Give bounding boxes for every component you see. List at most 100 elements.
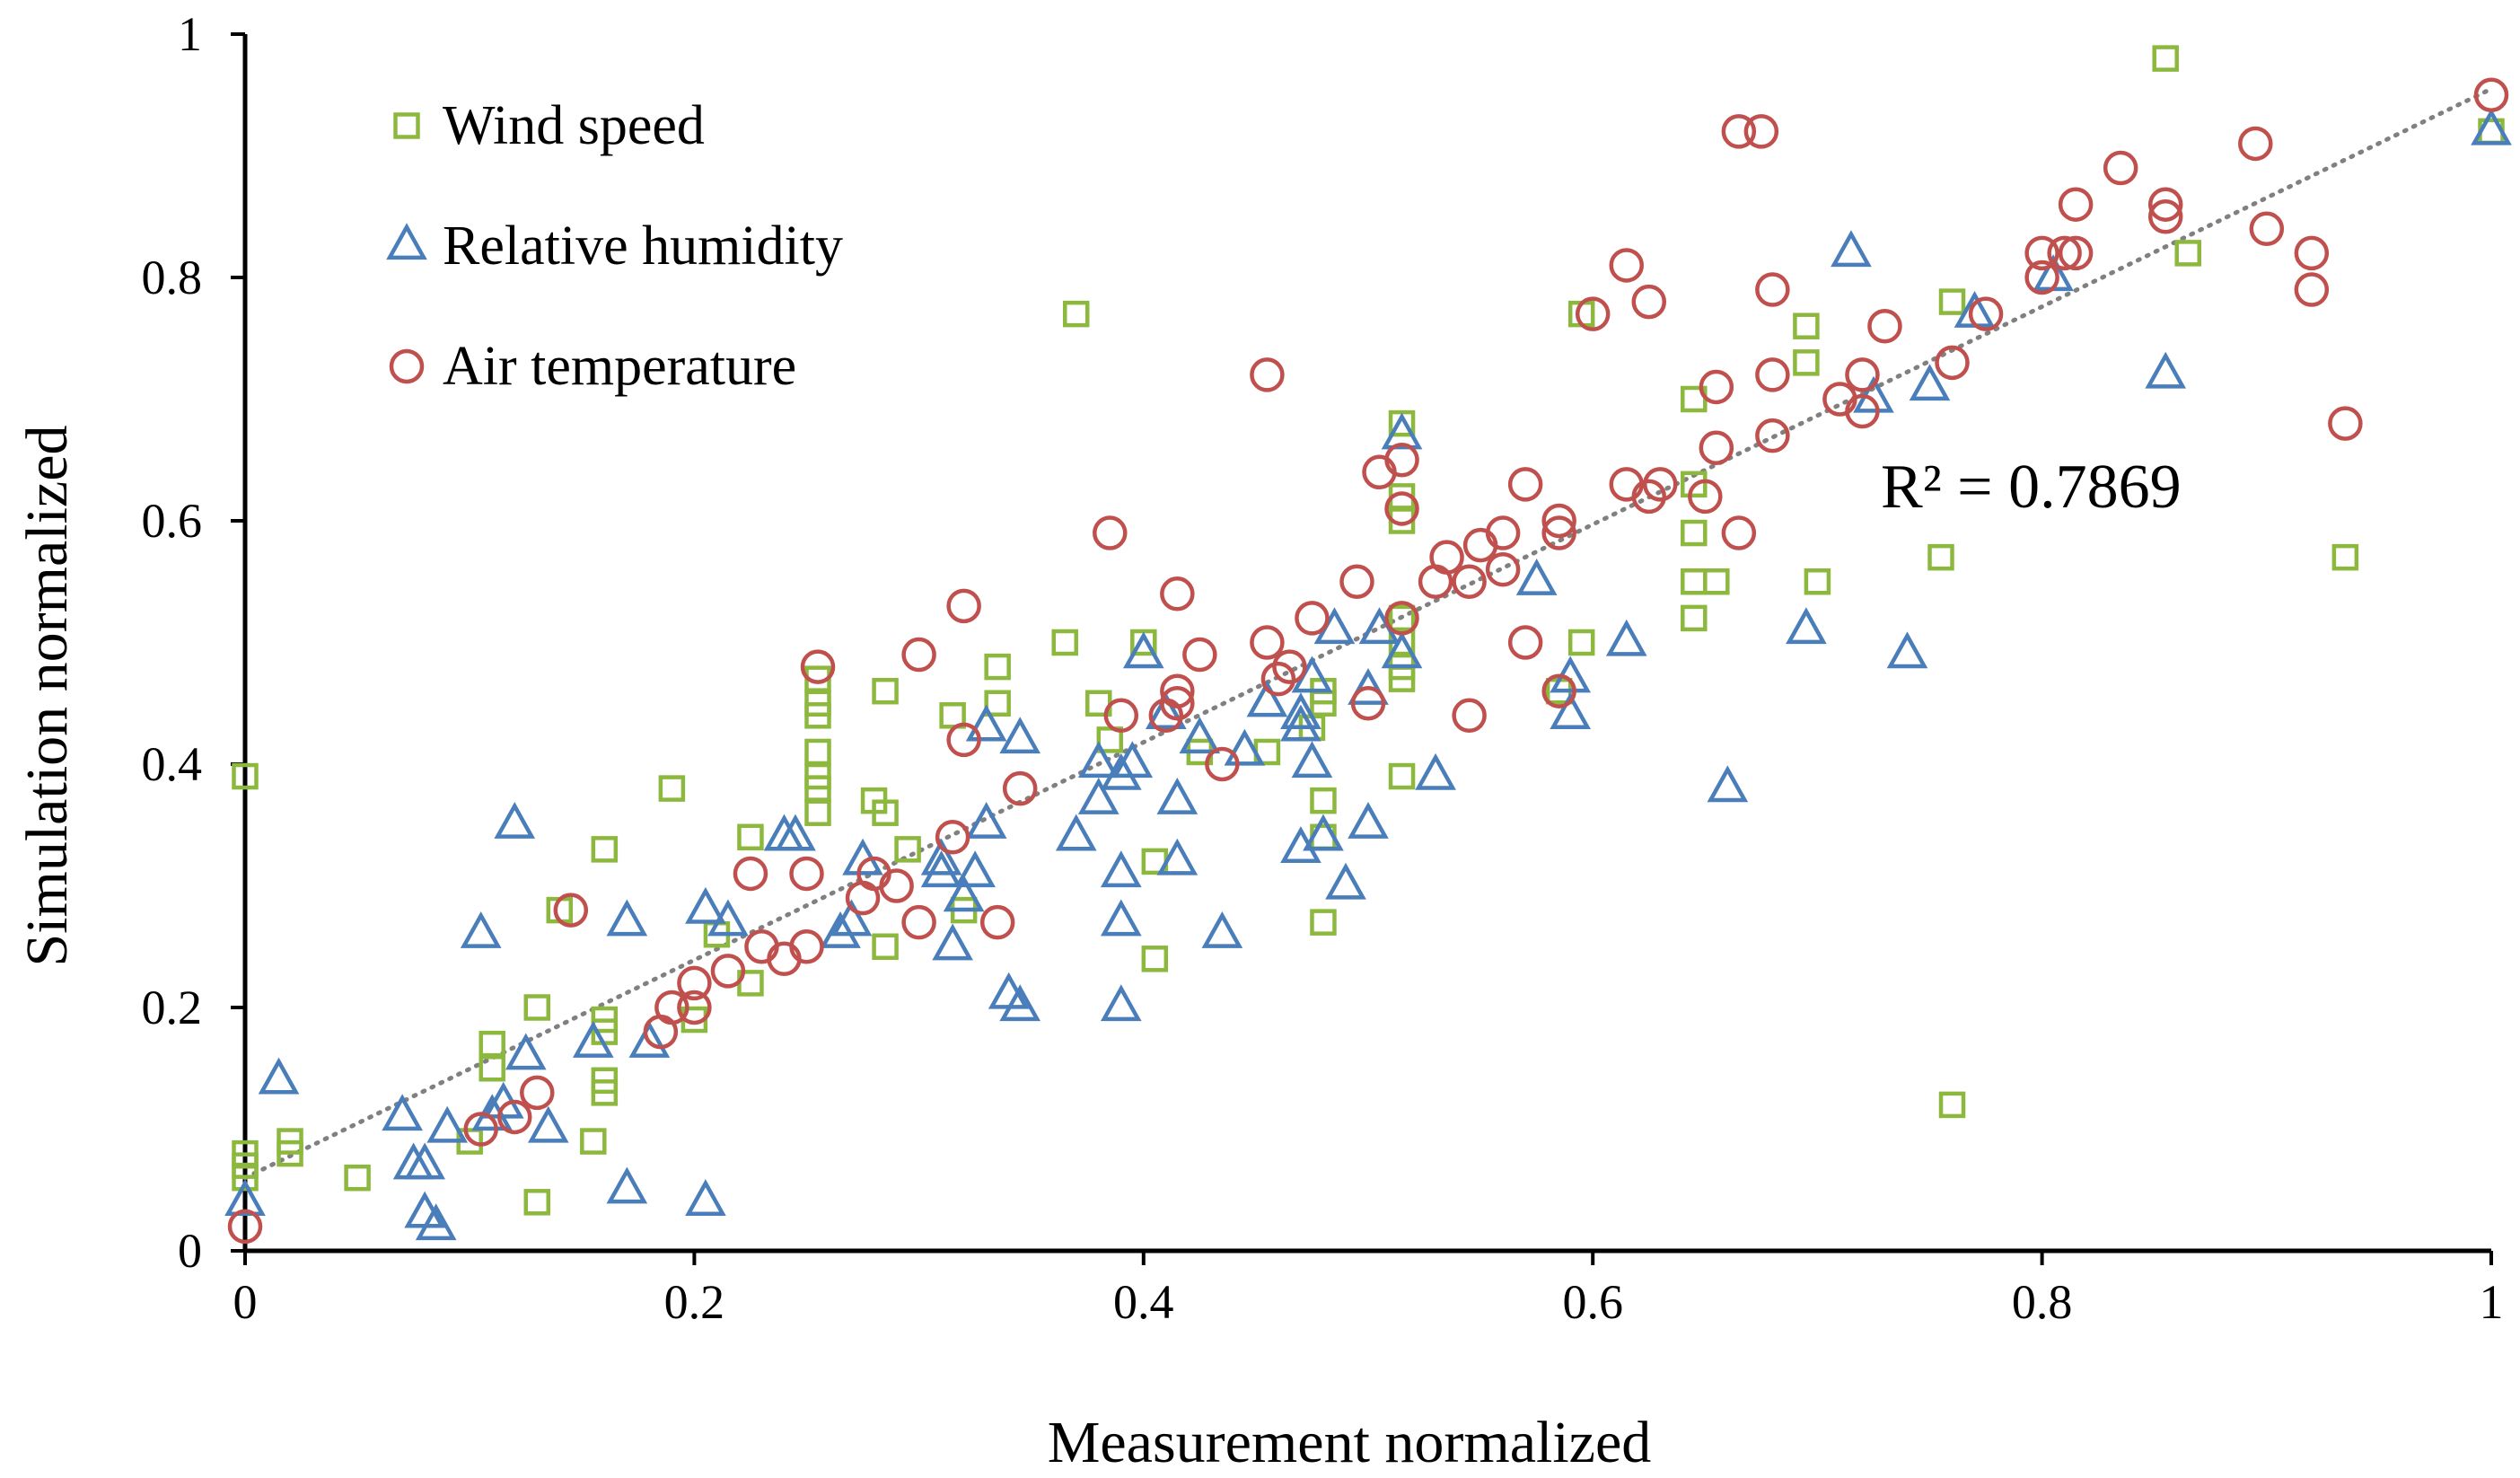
triangle-data-point xyxy=(1348,802,1389,839)
circle-data-point xyxy=(1699,430,1734,465)
y-axis-title: Simulation normalized xyxy=(14,425,80,966)
triangle-data-point xyxy=(1886,631,1928,669)
circle-data-point xyxy=(2047,235,2082,271)
triangle-data-point xyxy=(1550,692,1592,729)
x-tick-label: 1 xyxy=(2480,1275,2504,1329)
triangle-data-point xyxy=(1280,704,1321,742)
triangle-data-point xyxy=(920,850,962,888)
square-data-point xyxy=(1681,519,1708,547)
square-data-point xyxy=(1310,909,1337,936)
circle-data-point xyxy=(1845,393,1880,429)
legend-label: Relative humidity xyxy=(443,216,843,277)
legend-triangle-icon xyxy=(386,223,427,260)
triangle-data-point xyxy=(258,1057,300,1095)
triangle-data-point xyxy=(1246,680,1288,717)
triangle-data-point xyxy=(1156,777,1199,814)
triangle-data-point xyxy=(415,1203,457,1241)
square-data-point xyxy=(344,1164,371,1192)
triangle-data-point xyxy=(830,899,873,937)
circle-data-point xyxy=(901,904,936,940)
square-data-point xyxy=(1388,762,1416,790)
square-data-point xyxy=(1388,409,1416,437)
square-data-point xyxy=(1567,629,1595,656)
triangle-data-point xyxy=(1831,230,1872,268)
circle-data-point xyxy=(2024,260,2059,295)
circle-data-point xyxy=(1688,479,1723,515)
square-data-point xyxy=(2152,45,2179,72)
circle-data-point xyxy=(1867,308,1902,344)
circle-data-point xyxy=(1452,698,1487,734)
circle-data-point xyxy=(1485,551,1521,587)
circle-data-point xyxy=(1631,479,1666,515)
y-tick-label: 0.8 xyxy=(142,251,203,304)
triangle-data-point xyxy=(1145,692,1187,729)
triangle-data-point xyxy=(932,923,973,961)
circle-data-point xyxy=(1160,576,1195,611)
square-data-point xyxy=(804,799,831,826)
circle-data-point xyxy=(1631,284,1666,320)
circle-data-point xyxy=(979,904,1015,940)
square-data-point xyxy=(872,677,899,705)
circle-data-point xyxy=(1160,673,1195,708)
circle-data-point xyxy=(2238,126,2273,162)
square-data-point xyxy=(523,994,551,1021)
circle-data-point xyxy=(2058,187,2094,222)
square-data-point xyxy=(1062,300,1090,328)
triangle-data-point xyxy=(1179,717,1221,754)
square-data-point xyxy=(984,653,1011,681)
triangle-data-point xyxy=(1100,752,1142,790)
circle-data-point xyxy=(1384,443,1419,478)
square-data-point xyxy=(737,823,764,851)
circle-data-point xyxy=(1452,564,1487,599)
triangle-data-point xyxy=(1077,741,1120,779)
square-data-point xyxy=(591,1067,619,1095)
circle-data-point xyxy=(1845,357,1880,392)
square-data-point xyxy=(2174,240,2201,267)
circle-data-point xyxy=(1002,770,1038,806)
circle-data-point xyxy=(1541,515,1576,550)
circle-data-point xyxy=(2058,235,2094,271)
circle-data-point xyxy=(789,856,824,892)
x-tick-label: 0 xyxy=(233,1275,258,1329)
triangle-data-point xyxy=(572,1020,614,1058)
triangle-data-point xyxy=(2145,351,2187,389)
r-squared-annotation: R² = 0.7869 xyxy=(1881,453,2182,522)
x-tick-label: 0.6 xyxy=(1562,1275,1623,1329)
square-data-point xyxy=(1051,629,1078,656)
square-data-point xyxy=(277,1128,303,1155)
square-data-point xyxy=(804,738,831,766)
square-data-point xyxy=(232,1139,259,1167)
y-tick-label: 0.6 xyxy=(142,494,203,548)
triangle-data-point xyxy=(965,802,1007,839)
square-data-point xyxy=(1681,471,1708,498)
circle-data-point xyxy=(677,990,712,1025)
circle-data-point xyxy=(1609,248,1644,283)
square-data-point xyxy=(1804,568,1831,595)
x-axis-title: Measurement normalized xyxy=(1048,1410,1652,1475)
circle-data-point xyxy=(946,722,981,758)
triangle-data-point xyxy=(1224,728,1266,766)
triangle-data-point xyxy=(1100,899,1142,937)
triangle-data-point xyxy=(954,850,996,888)
legend-label: Wind speed xyxy=(443,95,705,156)
series-relative-humidity xyxy=(224,108,2512,1241)
triangle-data-point xyxy=(1909,364,1951,401)
triangle-data-point xyxy=(1122,631,1164,669)
triangle-data-point xyxy=(404,1142,445,1180)
circle-data-point xyxy=(1507,625,1543,660)
circle-data-point xyxy=(1250,625,1285,660)
legend: Wind speed Relative humidity Air temperatu… xyxy=(386,95,843,397)
triangle-data-point xyxy=(1077,777,1120,814)
triangle-data-point xyxy=(1381,631,1423,669)
x-tick-label: 0.4 xyxy=(1113,1275,1174,1329)
triangle-data-point xyxy=(965,704,1007,742)
triangle-data-point xyxy=(707,899,749,937)
square-data-point xyxy=(984,690,1011,717)
square-data-point xyxy=(2331,543,2359,571)
circle-data-point xyxy=(1721,515,1757,550)
circle-data-point xyxy=(1541,503,1576,539)
y-tick-label: 0.2 xyxy=(142,981,203,1034)
circle-data-point xyxy=(946,588,981,624)
circle-data-point xyxy=(496,1099,532,1135)
